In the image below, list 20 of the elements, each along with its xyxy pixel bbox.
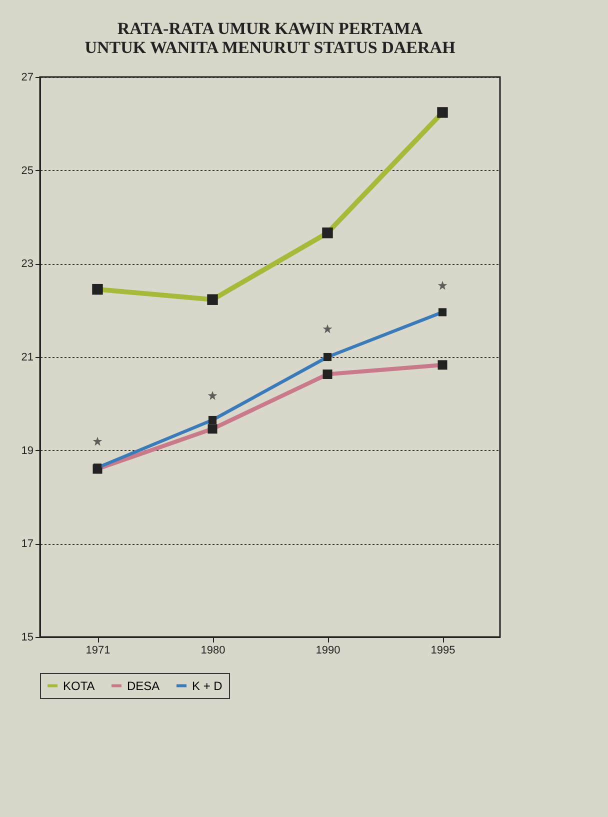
y-tick-label: 17 bbox=[21, 538, 34, 550]
point bbox=[438, 280, 448, 290]
x-tick-label: 1980 bbox=[200, 644, 226, 656]
y-tick-label: 27 bbox=[21, 72, 34, 84]
x-tick-label: 1971 bbox=[86, 644, 110, 656]
x-tick-label: 1995 bbox=[430, 644, 456, 656]
y-tick-label: 25 bbox=[21, 164, 34, 177]
point bbox=[322, 324, 332, 334]
legend-label: DESA bbox=[127, 678, 160, 693]
legend-label: KOTA bbox=[63, 678, 95, 693]
y-tick-label: 15 bbox=[21, 632, 34, 644]
point bbox=[208, 390, 218, 400]
y-tick-label: 19 bbox=[21, 444, 34, 457]
x-tick-label: 1990 bbox=[316, 644, 340, 656]
y-tick-label: 21 bbox=[21, 352, 34, 364]
text: UNTUK WANITA MENURUT STATUS DAERAH bbox=[84, 38, 456, 57]
legend-label: K + D bbox=[192, 678, 223, 693]
point bbox=[92, 436, 102, 446]
text: RATA-RATA UMUR KAWIN PERTAMA bbox=[117, 19, 423, 38]
y-tick-label: 23 bbox=[21, 258, 34, 270]
